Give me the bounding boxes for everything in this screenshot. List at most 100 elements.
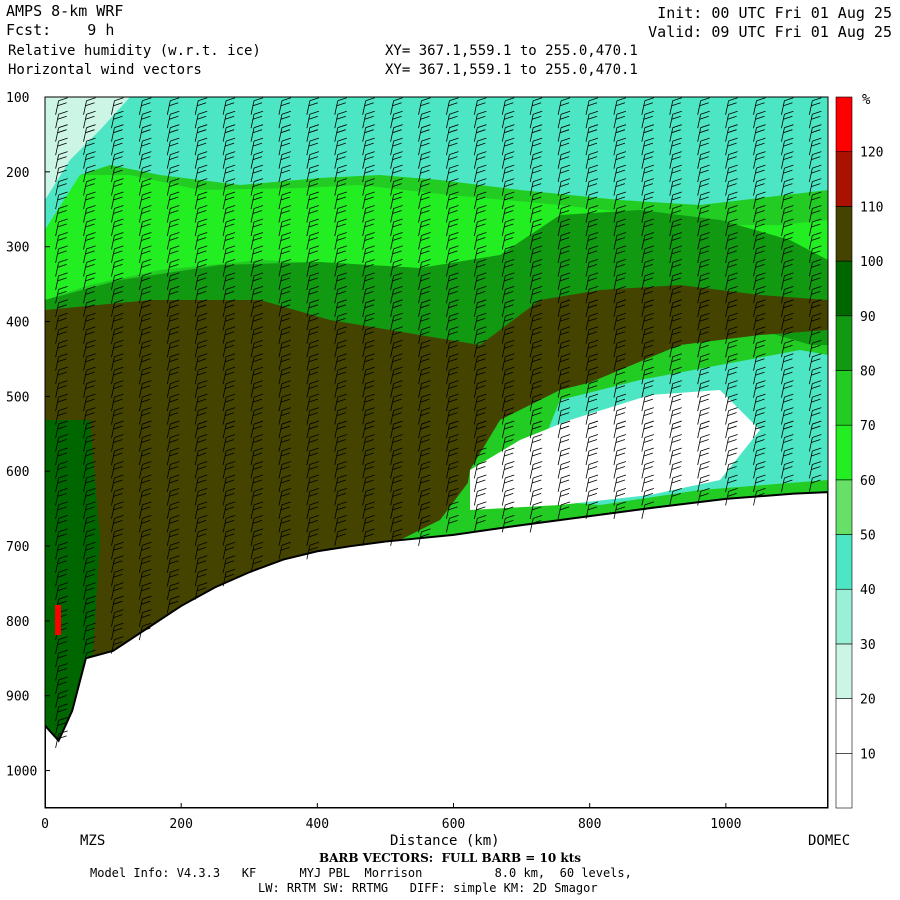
wind-barb xyxy=(83,299,96,317)
wind-barb xyxy=(501,218,515,237)
wind-barb xyxy=(250,191,264,210)
wind-barb xyxy=(725,205,738,223)
wind-barb xyxy=(669,366,682,385)
wind-barb xyxy=(446,205,459,223)
wind-barb xyxy=(111,326,124,344)
wind-barb xyxy=(390,205,403,223)
wind-barb xyxy=(669,137,682,156)
wind-barb xyxy=(613,366,627,385)
wind-barb xyxy=(557,380,571,398)
wind-barb xyxy=(697,272,710,290)
wind-barb xyxy=(641,232,654,250)
valid-time: Valid: 09 UTC Fri 01 Aug 25 xyxy=(648,23,892,41)
wind-barb xyxy=(446,285,459,304)
wind-barb xyxy=(669,353,682,371)
wind-barb xyxy=(111,299,124,317)
wind-barb xyxy=(529,164,543,183)
wind-barb xyxy=(83,124,96,142)
wind-barb xyxy=(725,312,738,331)
wind-barb xyxy=(278,124,292,142)
wind-barb xyxy=(111,447,124,466)
wind-barb xyxy=(697,326,710,344)
wind-barb xyxy=(781,474,794,493)
wind-barb xyxy=(166,124,180,142)
wind-barb xyxy=(334,353,347,371)
wind-barb xyxy=(585,353,599,371)
wind-barb xyxy=(753,461,766,479)
wind-barb xyxy=(83,407,96,425)
wind-barb xyxy=(334,191,347,210)
colorbar: 10 20 30 40 50 60 70 80 90 100 110 120 xyxy=(835,96,883,809)
wind-barb xyxy=(55,488,68,506)
wind-barb xyxy=(753,407,766,425)
wind-barb xyxy=(306,514,319,533)
wind-barb xyxy=(278,97,292,115)
wind-barb xyxy=(278,366,292,385)
wind-barb xyxy=(669,326,682,344)
init-time: Init: 00 UTC Fri 01 Aug 25 xyxy=(657,4,892,22)
wind-barb xyxy=(501,326,515,344)
wind-barb xyxy=(557,353,571,371)
wind-barb xyxy=(669,420,682,439)
wind-barb xyxy=(725,164,738,183)
wind-barb xyxy=(194,312,208,331)
wind-barb xyxy=(250,312,264,331)
rh-upper-cyan xyxy=(45,97,828,230)
wind-barb xyxy=(334,178,347,196)
wind-barb xyxy=(111,636,124,654)
wind-barb xyxy=(725,259,738,277)
wind-barb xyxy=(222,299,236,317)
wind-barb xyxy=(390,434,403,452)
wind-barb xyxy=(501,501,515,519)
wind-barb xyxy=(781,191,794,210)
wind-barb xyxy=(306,312,319,331)
wind-barb xyxy=(334,259,347,277)
wind-barb xyxy=(83,205,96,223)
wind-barb xyxy=(418,461,431,479)
terrain-surface xyxy=(45,491,828,808)
wind-barb xyxy=(418,407,431,425)
wind-barb xyxy=(697,137,710,156)
wind-barb xyxy=(250,407,264,425)
colorbar-swatch xyxy=(835,424,853,481)
wind-barb xyxy=(166,110,180,129)
wind-barb xyxy=(306,97,319,115)
colorbar-tick-label: 50 xyxy=(860,529,876,544)
wind-barb xyxy=(55,97,68,115)
wind-barb xyxy=(585,218,599,237)
wind-barb xyxy=(585,393,599,412)
wind-barb xyxy=(808,218,822,237)
wind-barb xyxy=(250,110,264,129)
wind-barb xyxy=(529,339,543,358)
wind-barb xyxy=(697,312,710,331)
model-info: Model Info: V4.3.3 KF MYJ PBL Morrison 8… xyxy=(90,866,632,880)
wind-barb xyxy=(83,326,96,344)
wind-barb xyxy=(362,339,375,358)
wind-barb xyxy=(222,110,236,129)
wind-barb xyxy=(808,205,822,223)
wind-barb xyxy=(306,447,319,466)
wind-barb xyxy=(306,420,319,439)
wind-barb xyxy=(446,110,459,129)
wind-barb xyxy=(697,461,710,479)
wind-barb xyxy=(222,97,236,115)
colorbar-swatch xyxy=(835,534,853,590)
wind-barb xyxy=(222,164,236,183)
wind-barb xyxy=(418,205,431,223)
wind-barb xyxy=(334,326,347,344)
x-tick-label: 400 xyxy=(306,817,329,832)
wind-barb xyxy=(725,461,738,479)
wind-barb xyxy=(55,232,68,250)
wind-barb xyxy=(306,380,319,398)
wind-barb xyxy=(557,434,571,452)
wind-barb xyxy=(501,97,515,115)
wind-barb xyxy=(557,312,571,331)
wind-barb xyxy=(501,299,515,317)
wind-barb xyxy=(111,514,124,533)
wind-barb xyxy=(557,447,571,466)
wind-barb xyxy=(166,205,180,223)
wind-barb xyxy=(362,259,375,277)
wind-barb xyxy=(585,151,599,169)
wind-barb xyxy=(278,191,292,210)
wind-barb xyxy=(83,393,96,412)
